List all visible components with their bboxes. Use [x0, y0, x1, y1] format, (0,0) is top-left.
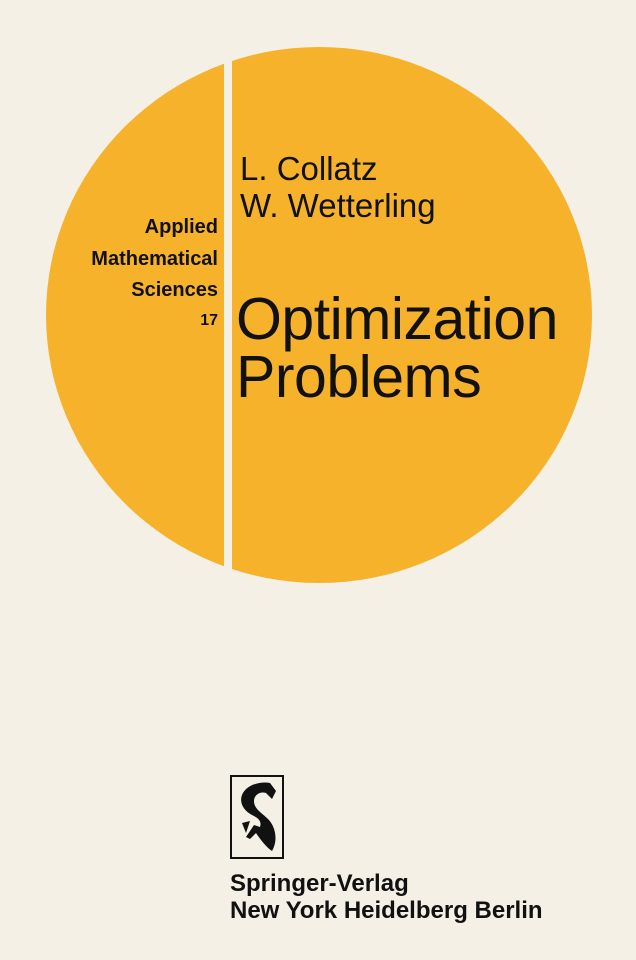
title-line-2: Problems [236, 344, 482, 410]
disc-divider [224, 30, 232, 600]
springer-knight-logo-icon [230, 775, 284, 859]
series-line-2: Mathematical [91, 248, 218, 270]
series-line-1: Applied [144, 216, 218, 238]
publisher-name: Springer-Verlag [230, 870, 409, 897]
orange-disc [46, 47, 592, 583]
author-2: W. Wetterling [240, 187, 436, 224]
series-line-3: Sciences [131, 279, 218, 301]
title-line-1: Optimization [236, 286, 558, 352]
series-number: 17 [200, 312, 218, 329]
author-1: L. Collatz [240, 150, 378, 187]
publisher-cities: New York Heidelberg Berlin [230, 897, 543, 924]
